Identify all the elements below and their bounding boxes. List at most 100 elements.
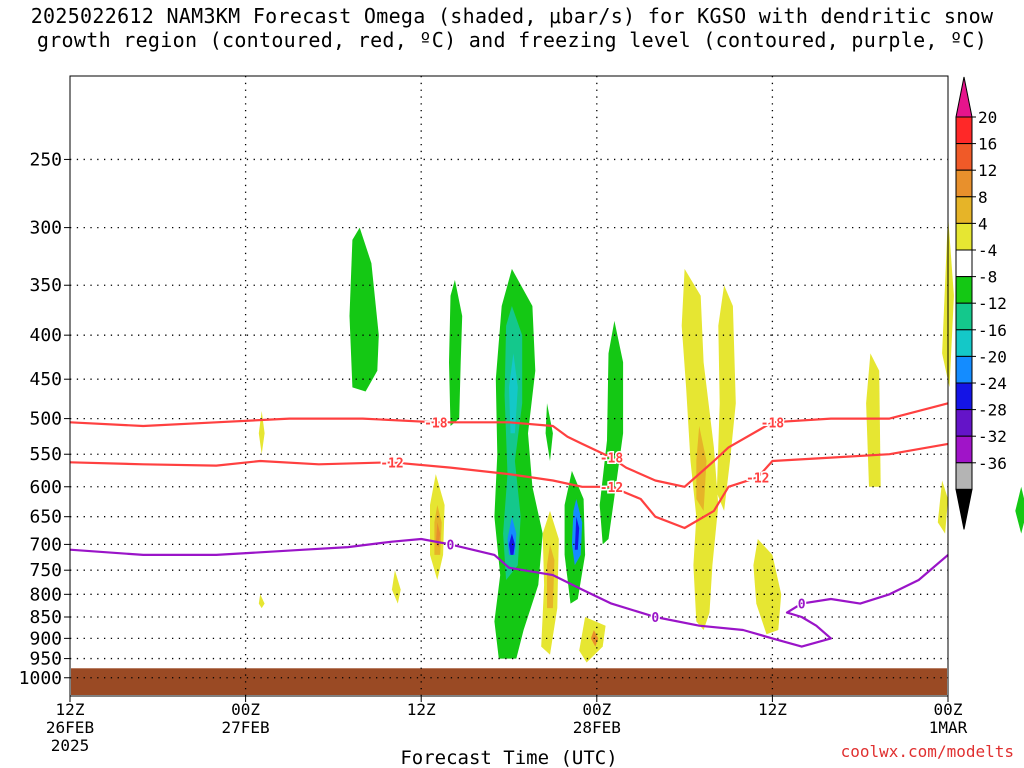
colorbar-label: -4	[978, 241, 997, 260]
colorbar-label: -36	[978, 454, 1007, 473]
colorbar-label: -16	[978, 321, 1007, 340]
contour-label: 0	[798, 598, 806, 613]
colorbar-label: -32	[978, 427, 1007, 446]
title-line-1: 2025022612 NAM3KM Forecast Omega (shaded…	[30, 4, 994, 28]
ground-layer	[71, 668, 947, 695]
contour-layer: -18 -18 -18 -12 -12 -12 0 0 0	[69, 402, 949, 648]
omega-region	[574, 516, 580, 550]
omega-region	[545, 403, 553, 461]
colorbar-segment	[955, 409, 973, 437]
contour-label: 0	[447, 538, 455, 553]
contour-label: -18	[424, 416, 448, 431]
contour-label: -12	[600, 481, 623, 496]
x-tick-label: 26FEB	[46, 718, 94, 737]
y-tick-label: 650	[29, 507, 62, 528]
contour-line	[69, 537, 949, 648]
contour-label: -18	[761, 416, 785, 431]
y-tick-label: 350	[29, 275, 62, 296]
omega-region	[716, 285, 736, 511]
x-axis-label: Forecast Time (UTC)	[400, 747, 617, 768]
x-tick-label: 00Z	[582, 700, 611, 719]
chart-title: 2025022612 NAM3KM Forecast Omega (shaded…	[0, 4, 1024, 52]
colorbar-label: -12	[978, 294, 1007, 313]
colorbar-segment	[955, 222, 973, 251]
omega-shading-layer	[258, 214, 1024, 663]
y-axis: 2503003504004505005506006507007508008509…	[19, 149, 70, 689]
colorbar-label: -8	[978, 268, 997, 287]
omega-region	[509, 533, 515, 555]
colorbar-segment	[955, 116, 973, 145]
x-tick-label: 00Z	[231, 700, 260, 719]
colorbar-label: -28	[978, 401, 1007, 420]
x-tick-label: 12Z	[758, 700, 787, 719]
colorbar-segment	[955, 435, 973, 464]
contour-label: -12	[380, 456, 403, 471]
x-tick-label: 28FEB	[573, 718, 621, 737]
y-tick-label: 400	[29, 325, 62, 346]
y-tick-label: 600	[29, 477, 62, 498]
omega-region	[509, 353, 518, 434]
omega-region	[503, 306, 523, 580]
omega-region	[696, 426, 707, 511]
colorbar-top-arrow	[955, 76, 973, 118]
contour-label: 0	[651, 611, 659, 626]
colorbar-label: 4	[978, 214, 988, 233]
colorbar-segment	[955, 249, 973, 278]
colorbar-segment	[955, 382, 973, 411]
y-tick-label: 800	[29, 584, 62, 605]
omega-region	[349, 227, 379, 392]
colorbar-label: -24	[978, 374, 1007, 393]
contour-label: -12	[746, 471, 769, 486]
omega-region	[258, 411, 265, 455]
colorbar-label: 16	[978, 135, 997, 154]
y-tick-label: 450	[29, 369, 62, 390]
colorbar-segment	[955, 169, 973, 198]
omega-region	[1015, 486, 1024, 534]
omega-region	[937, 480, 948, 534]
colorbar-bottom-arrow	[955, 488, 973, 530]
colorbar-segment	[955, 143, 973, 171]
y-tick-label: 850	[29, 607, 62, 628]
y-tick-label: 750	[29, 560, 62, 581]
omega-region	[449, 279, 463, 426]
y-tick-label: 300	[29, 218, 62, 239]
y-tick-label: 900	[29, 628, 62, 649]
omega-region	[599, 320, 624, 545]
colorbar-label: 8	[978, 188, 988, 207]
omega-region	[866, 353, 881, 487]
colorbar-segment	[955, 329, 973, 357]
colorbar-label: 12	[978, 161, 997, 180]
x-tick-label: 00Z	[934, 700, 963, 719]
colorbar: 20 16 12 8 4 -4 -8 -12 -16 -20 -24 -28 -32 -36	[955, 76, 1007, 530]
colorbar-segment	[955, 355, 973, 384]
y-tick-label: 250	[29, 149, 62, 170]
ground-fill	[71, 668, 947, 695]
x-tick-label: 12Z	[407, 700, 436, 719]
y-tick-label: 1000	[19, 668, 62, 689]
y-tick-label: 550	[29, 444, 62, 465]
omega-region	[258, 594, 265, 609]
colorbar-segment	[955, 302, 973, 331]
colorbar-segment	[955, 276, 973, 304]
colorbar-segment	[955, 196, 973, 224]
plot-frame	[69, 75, 949, 697]
x-tick-label: 2025	[51, 736, 90, 755]
contour-label: -18	[600, 452, 624, 467]
contour-line	[69, 442, 949, 530]
x-tick-label: 27FEB	[222, 718, 270, 737]
y-tick-label: 700	[29, 534, 62, 555]
omega-region	[753, 539, 782, 635]
title-line-2: growth region (contoured, red, ºC) and f…	[36, 28, 988, 52]
x-tick-label: 1MAR	[929, 718, 968, 737]
omega-region	[547, 544, 555, 609]
y-tick-label: 500	[29, 409, 62, 430]
omega-region	[391, 570, 401, 604]
colorbar-label: -20	[978, 347, 1007, 366]
contour-line	[69, 402, 949, 488]
x-tick-label: 12Z	[56, 700, 85, 719]
colorbar-label: 20	[978, 108, 997, 127]
colorbar-segment	[955, 462, 973, 490]
y-tick-label: 950	[29, 649, 62, 670]
